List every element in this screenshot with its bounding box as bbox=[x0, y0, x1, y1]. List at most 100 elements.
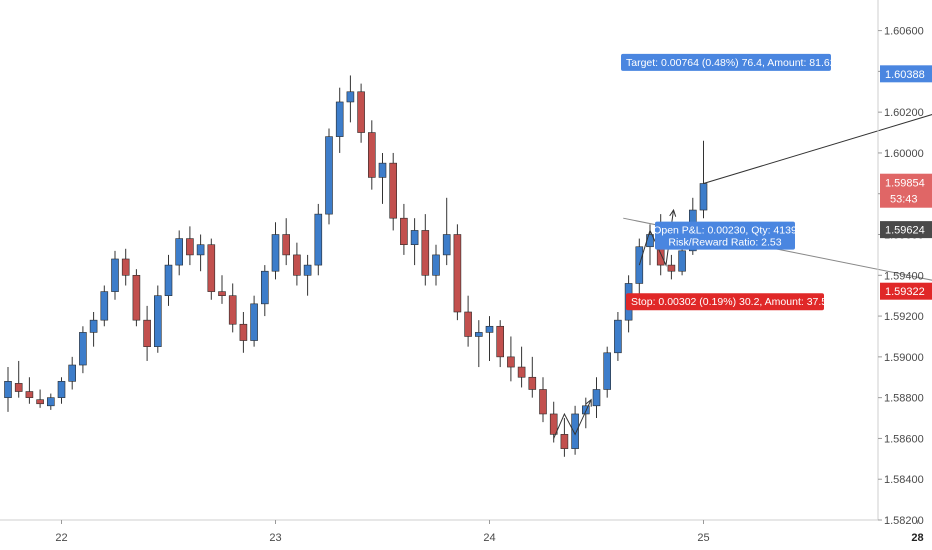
candle bbox=[196, 234, 205, 272]
candle bbox=[164, 254, 173, 306]
candle-body bbox=[46, 397, 55, 407]
candle bbox=[250, 295, 258, 347]
candle-body bbox=[367, 132, 376, 178]
time-tick-label: 25 bbox=[697, 532, 709, 544]
candle-body bbox=[303, 264, 312, 276]
candle bbox=[57, 377, 66, 404]
candle-body bbox=[464, 311, 472, 337]
candle bbox=[603, 346, 612, 398]
price-tick-label: 1.59200 bbox=[884, 311, 924, 323]
candle bbox=[474, 320, 483, 368]
candle-body bbox=[410, 230, 419, 246]
time-axis[interactable]: 2223242528293031 bbox=[0, 519, 932, 544]
target-price-tag: 1.60388 bbox=[880, 65, 932, 83]
candle bbox=[678, 244, 686, 276]
candle bbox=[36, 389, 44, 408]
candle bbox=[357, 83, 365, 143]
candle bbox=[14, 360, 23, 398]
candle bbox=[346, 75, 355, 123]
candle bbox=[571, 405, 579, 455]
candle-body bbox=[603, 352, 612, 390]
candle-body bbox=[314, 213, 323, 266]
candle-body bbox=[400, 217, 408, 246]
candle bbox=[378, 152, 387, 204]
price-tick-label: 1.58400 bbox=[884, 474, 924, 486]
candle bbox=[303, 254, 312, 296]
candle bbox=[143, 305, 151, 361]
candle bbox=[432, 244, 440, 286]
candle bbox=[335, 87, 344, 153]
candle bbox=[528, 356, 537, 398]
candle bbox=[175, 230, 183, 276]
candle bbox=[453, 224, 462, 321]
candle-body bbox=[271, 234, 280, 272]
candle-body bbox=[14, 383, 23, 392]
candle-body bbox=[485, 325, 494, 333]
candle bbox=[507, 336, 515, 382]
candle bbox=[367, 120, 376, 190]
candle-body bbox=[111, 258, 119, 292]
candle bbox=[400, 203, 408, 255]
entry-price-tag-text: 1.59624 bbox=[885, 225, 925, 237]
target-label[interactable]: Target: 0.00764 (0.48%) 76.4, Amount: 81… bbox=[621, 53, 836, 71]
candle bbox=[271, 222, 280, 280]
candle-body bbox=[57, 381, 66, 398]
candle bbox=[46, 393, 55, 410]
candle bbox=[539, 377, 547, 423]
time-tick-label: 23 bbox=[269, 532, 281, 544]
current-price-tag-text: 1.59854 bbox=[885, 178, 925, 190]
candle-body bbox=[89, 319, 98, 333]
open-pnl-label[interactable]: Open P&L: 0.00230, Qty: 4139 Risk/Reward… bbox=[653, 221, 797, 250]
candle-body bbox=[528, 376, 537, 390]
stop-price-tag-text: 1.59322 bbox=[885, 286, 925, 298]
price-tick-label: 1.58200 bbox=[884, 515, 924, 527]
stop-label-text: Stop: 0.00302 (0.19%) 30.2, Amount: 37.5 bbox=[631, 296, 827, 308]
candle-body bbox=[614, 319, 622, 354]
candle-body bbox=[143, 319, 151, 347]
candle-body bbox=[207, 244, 216, 292]
candle-body bbox=[699, 183, 708, 211]
candle bbox=[282, 218, 291, 266]
price-tick-label: 1.59000 bbox=[884, 352, 924, 364]
bottom-pattern-arrow-head bbox=[585, 398, 592, 407]
target-label-text: Target: 0.00764 (0.48%) 76.4, Amount: 81… bbox=[626, 57, 836, 69]
candle-body bbox=[389, 162, 398, 219]
candle-body bbox=[357, 91, 365, 133]
mid-pattern-arrow-head bbox=[669, 208, 677, 217]
bottom-pattern-arrow bbox=[553, 399, 592, 439]
candle bbox=[132, 269, 141, 327]
candle bbox=[464, 295, 472, 347]
candle-body bbox=[186, 238, 194, 256]
candle bbox=[293, 242, 301, 286]
candle bbox=[667, 254, 676, 280]
countdown-tag-text: 53:43 bbox=[890, 194, 918, 206]
open-pnl-text: Open P&L: 0.00230, Qty: 4139 bbox=[653, 225, 797, 237]
current-price-tag: 1.59854 53:43 bbox=[880, 173, 932, 208]
candle-body bbox=[346, 91, 355, 103]
candle-body bbox=[592, 389, 601, 407]
candle bbox=[186, 226, 194, 266]
candle-body bbox=[560, 434, 569, 449]
candle-body bbox=[325, 136, 333, 215]
candle-body bbox=[25, 391, 34, 398]
price-tick-label: 1.58600 bbox=[884, 433, 924, 445]
candle-body bbox=[474, 332, 483, 337]
stop-label[interactable]: Stop: 0.00302 (0.19%) 30.2, Amount: 37.5 bbox=[626, 293, 827, 311]
candle bbox=[389, 152, 398, 231]
candle-body bbox=[539, 389, 547, 415]
candle bbox=[314, 203, 323, 276]
entry-price-tag: 1.59624 bbox=[880, 221, 932, 239]
candle bbox=[560, 418, 569, 457]
candle-body bbox=[517, 366, 526, 378]
candle-body bbox=[335, 101, 344, 137]
candle-body bbox=[4, 381, 12, 398]
price-tick-label: 1.60200 bbox=[884, 107, 924, 119]
price-tick-label: 1.60600 bbox=[884, 26, 924, 38]
candle-body bbox=[378, 162, 387, 178]
candle-body bbox=[432, 254, 440, 276]
target-price-tag-text: 1.60388 bbox=[885, 69, 925, 81]
candle bbox=[581, 397, 590, 429]
price-tick-label: 1.59400 bbox=[884, 270, 924, 282]
candle bbox=[111, 250, 119, 300]
